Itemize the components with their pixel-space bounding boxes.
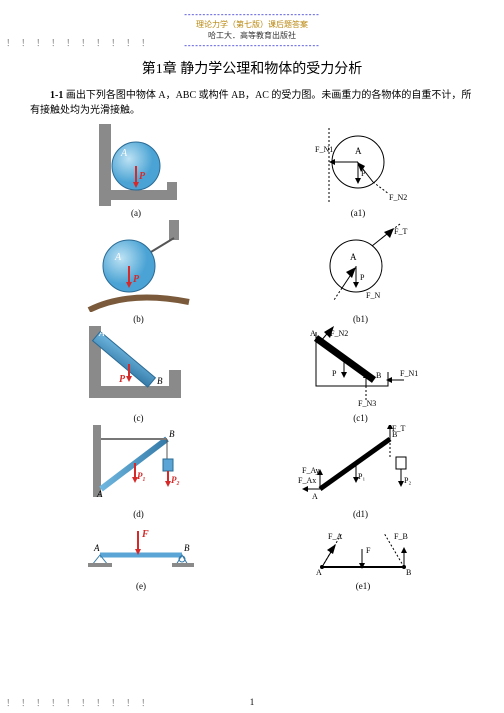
label-a: (a) [81, 208, 191, 218]
svg-text:P₁: P₁ [358, 472, 365, 481]
svg-text:F_B: F_B [394, 532, 408, 541]
figure-b: A P (b) [79, 220, 199, 324]
svg-text:P: P [139, 171, 146, 182]
svg-text:A: A [120, 148, 128, 159]
figure-row-b: A P (b) F_T P F_N A [30, 220, 474, 324]
figure-c: A B P (c) [79, 326, 199, 423]
svg-text:A: A [98, 328, 105, 338]
svg-text:A: A [96, 489, 103, 499]
svg-text:F: F [366, 546, 371, 555]
svg-text:P: P [332, 369, 337, 378]
figure-b1: F_T P F_N A (b1) [296, 220, 426, 324]
page-number: 1 [0, 697, 504, 707]
problem-text: 画出下列各图中物体 A，ABC 或构件 AB，AC 的受力图。未画重力的各物体的… [30, 90, 471, 116]
header-dash-top: ------------------------------------- [30, 10, 474, 19]
label-c: (c) [79, 413, 199, 423]
header-title: 理论力学（第七版）课后题答案 [30, 19, 474, 30]
label-a1: (a1) [293, 208, 423, 218]
problem-number: 1-1 [50, 90, 63, 101]
label-e: (e) [76, 581, 206, 591]
figure-a: A P (a) [81, 124, 191, 218]
svg-text:P: P [133, 274, 140, 285]
svg-text:F_N2: F_N2 [330, 329, 348, 338]
svg-text:F_Ax: F_Ax [298, 476, 316, 485]
figure-grid: A P (a) F_N1 P F_N2 A [30, 124, 474, 591]
svg-text:F: F [141, 529, 149, 540]
label-d: (d) [79, 509, 199, 519]
figure-row-c: A B P (c) A B F_N2 P F_N [30, 326, 474, 423]
svg-text:P: P [360, 273, 365, 282]
svg-text:P₂: P₂ [171, 475, 180, 485]
figure-c1: A B F_N2 P F_N1 F_N3 (c1) [296, 326, 426, 423]
label-d1: (d1) [296, 509, 426, 519]
figure-e: A B F (e) [76, 521, 206, 591]
label-e1: (e1) [298, 581, 428, 591]
figure-d: A B P₁ P₂ (d) [79, 425, 199, 519]
problem-statement: 1-1 画出下列各图中物体 A，ABC 或构件 AB，AC 的受力图。未画重力的… [30, 88, 474, 118]
figure-d1: A B F_Ay F_Ax F_T P₁ P₂ (d1) [296, 425, 426, 519]
figure-row-e: A B F (e) F_A F_B [30, 521, 474, 591]
svg-text:A: A [312, 492, 318, 501]
svg-text:A: A [350, 252, 357, 262]
svg-text:F_T: F_T [392, 425, 405, 433]
svg-text:F_Ay: F_Ay [302, 466, 320, 475]
svg-text:A: A [114, 252, 122, 263]
label-c1: (c1) [296, 413, 426, 423]
svg-text:B: B [157, 376, 163, 386]
svg-text:B: B [376, 371, 381, 380]
svg-text:P: P [119, 374, 126, 385]
chapter-title: 第1章 静力学公理和物体的受力分析 [30, 58, 474, 78]
svg-text:A: A [310, 329, 316, 338]
svg-text:A: A [93, 543, 100, 553]
svg-text:F_N1: F_N1 [315, 145, 333, 154]
svg-text:B: B [169, 429, 175, 439]
figure-a1: F_N1 P F_N2 A (a1) [293, 124, 423, 218]
figure-e1: F_A F_B F A B (e1) [298, 521, 428, 591]
svg-text:P₁: P₁ [137, 471, 146, 481]
figure-row-d: A B P₁ P₂ (d) A B F_Ay F_Ax [30, 425, 474, 519]
label-b: (b) [79, 314, 199, 324]
svg-text:B: B [406, 568, 411, 577]
svg-text:F_T: F_T [394, 227, 407, 236]
svg-text:B: B [184, 543, 190, 553]
margin-marks-top: ！！！！！！！！！！ [6, 36, 156, 49]
svg-text:A: A [355, 146, 362, 156]
svg-text:A: A [316, 568, 322, 577]
svg-text:P₂: P₂ [404, 476, 411, 485]
svg-text:F_N2: F_N2 [389, 193, 407, 202]
svg-text:F_N1: F_N1 [400, 369, 418, 378]
svg-text:F_N: F_N [366, 291, 380, 300]
figure-row-a: A P (a) F_N1 P F_N2 A [30, 124, 474, 218]
svg-text:F_N3: F_N3 [358, 399, 376, 408]
label-b1: (b1) [296, 314, 426, 324]
svg-text:F_A: F_A [328, 532, 342, 541]
